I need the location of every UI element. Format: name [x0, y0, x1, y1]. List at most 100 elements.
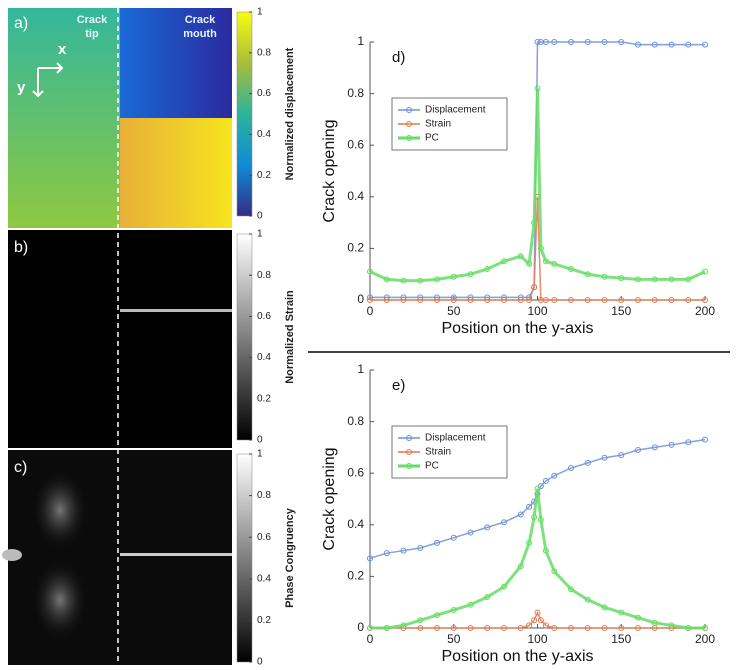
data-point: [584, 271, 591, 278]
colorbar-label: Normalized Strain: [284, 290, 296, 384]
colorbar-tick-label: 0.8: [257, 270, 271, 281]
data-point: [542, 622, 549, 629]
data-point: [531, 617, 538, 624]
data-point: [517, 297, 524, 303]
crack-tip-label: Crack: [77, 14, 108, 26]
x-tick-label: 150: [611, 632, 631, 646]
y-tick-label: 0.2: [347, 569, 364, 583]
panel-label: a): [14, 15, 28, 32]
data-point: [568, 266, 574, 273]
data-point: [526, 260, 533, 267]
colorbar-tick-label: 0.4: [257, 573, 271, 584]
pc-glow: [32, 560, 88, 640]
panel-label: b): [14, 239, 28, 256]
x-tick-label: 0: [367, 304, 374, 318]
x-tick-label: 50: [447, 632, 461, 646]
x-tick-label: 0: [367, 632, 374, 646]
data-point: [601, 454, 608, 461]
data-point: [651, 276, 658, 283]
data-point: [534, 85, 541, 92]
data-point: [601, 604, 608, 611]
x-tick-label: 50: [447, 304, 461, 318]
data-point: [542, 547, 549, 554]
colorbar-tick-label: 1: [257, 229, 263, 240]
data-point: [685, 41, 692, 48]
legend-marker: [406, 449, 412, 455]
data-point: [417, 617, 424, 624]
y-axis-label: Crack opening: [321, 447, 338, 550]
colorbar: [236, 233, 253, 441]
data-point: [526, 503, 533, 510]
crack-mouth-label: Crack: [185, 14, 216, 26]
data-point: [517, 625, 524, 631]
series-line: [370, 610, 705, 629]
data-point: [400, 622, 407, 629]
pc-glow: [2, 549, 22, 561]
data-point: [484, 524, 491, 531]
data-point: [702, 297, 708, 303]
crack-mouth-label: mouth: [183, 28, 217, 40]
data-point: [568, 39, 574, 45]
series-line: [370, 41, 705, 299]
data-point: [434, 625, 440, 631]
panel-c: c): [2, 450, 232, 665]
data-point: [584, 459, 591, 466]
data-point: [383, 550, 390, 557]
crack-tip-label: tip: [85, 28, 99, 40]
data-point: [537, 617, 544, 624]
data-point: [551, 297, 558, 303]
colorbar-tick-label: 0: [257, 657, 263, 668]
data-point: [584, 297, 591, 303]
data-point: [517, 563, 524, 570]
data-point: [618, 609, 625, 616]
y-tick-label: 1: [357, 362, 364, 376]
data-point: [501, 258, 507, 265]
legend-label: Displacement: [425, 105, 486, 116]
legend-label: Displacement: [425, 433, 486, 444]
colorbar-tick-label: 1: [257, 449, 263, 460]
colorbar-tick-label: 0.4: [257, 352, 271, 363]
colorbar-tick-label: 0.4: [257, 129, 271, 140]
data-point: [685, 297, 692, 303]
data-point: [601, 273, 608, 280]
data-point: [526, 539, 533, 546]
data-point: [367, 555, 373, 562]
data-point: [651, 41, 658, 48]
colorbar-tick-label: 0.2: [257, 615, 271, 626]
displacement-image-bottom: [120, 118, 232, 228]
data-point: [534, 39, 541, 45]
data-point: [450, 625, 457, 631]
x-tick-label: 100: [527, 304, 547, 318]
data-point: [434, 612, 440, 619]
y-tick-label: 0: [357, 620, 364, 634]
colorbar: [236, 453, 253, 663]
colorbar-tick-label: 0.8: [257, 490, 271, 501]
data-point: [584, 625, 591, 631]
data-point: [400, 277, 407, 284]
y-tick-label: 0.8: [347, 414, 364, 428]
series-line: [369, 88, 706, 283]
data-point: [484, 594, 491, 601]
colorbar-tick-label: 0.6: [257, 311, 271, 322]
data-point: [551, 39, 558, 45]
data-point: [635, 297, 641, 303]
data-point: [568, 297, 574, 303]
data-point: [618, 297, 625, 303]
data-point: [542, 39, 549, 45]
y-axis-label: Crack opening: [321, 119, 338, 222]
colorbar-tick-label: 0: [257, 211, 263, 222]
series-line: [370, 196, 705, 301]
data-point: [542, 258, 549, 265]
legend-marker: [406, 135, 412, 141]
legend-marker: [406, 107, 412, 113]
data-point: [467, 297, 474, 303]
x-axis-label: Position on the y-axis: [441, 648, 593, 665]
annotation: e): [392, 377, 405, 394]
data-point: [531, 514, 538, 521]
data-point: [551, 260, 558, 267]
colorbar-tick-label: 0.2: [257, 393, 271, 404]
data-point: [383, 625, 390, 631]
data-point: [601, 297, 608, 303]
data-point: [434, 276, 440, 283]
data-point: [618, 452, 625, 459]
